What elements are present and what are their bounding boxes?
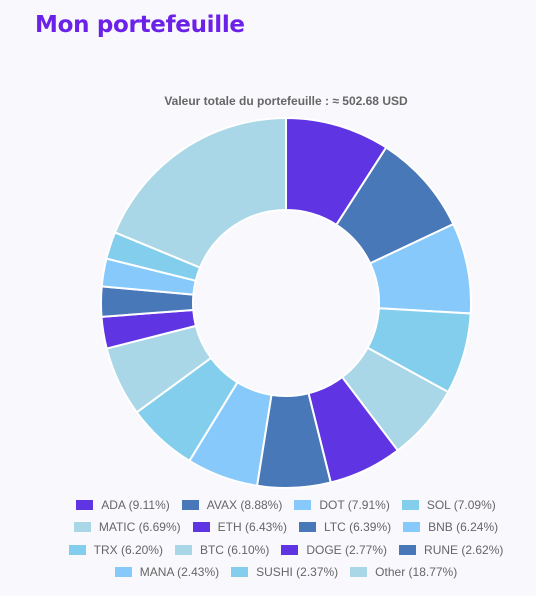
legend-label: AVAX (8.88%)	[206, 498, 283, 513]
legend-label: SOL (7.09%)	[426, 498, 496, 513]
legend-item-matic[interactable]: MATIC (6.69%)	[73, 520, 181, 535]
legend-swatch	[192, 522, 210, 533]
legend-item-dot[interactable]: DOT (7.91%)	[294, 498, 390, 513]
legend-item-sushi[interactable]: SUSHI (2.37%)	[231, 565, 338, 579]
page-title: Mon portefeuille	[35, 12, 245, 38]
legend-swatch	[403, 522, 421, 533]
legend-label: RUNE (2.62%)	[424, 542, 504, 557]
legend-swatch	[68, 544, 86, 555]
legend-item-other[interactable]: Other (18.77%)	[350, 565, 457, 579]
legend-label: BNB (6.24%)	[428, 520, 499, 535]
chart-legend: ADA (9.11%) AVAX (8.88%) DOT (7.91%) SOL (7…	[0, 494, 536, 583]
legend-label: TRX (6.20%)	[93, 542, 163, 557]
legend-item-btc[interactable]: BTC (6.10%)	[174, 542, 270, 557]
legend-swatch	[281, 544, 299, 555]
legend-item-avax[interactable]: AVAX (8.88%)	[181, 498, 283, 513]
legend-swatch	[174, 544, 192, 555]
legend-label: ETH (6.43%)	[217, 520, 287, 535]
legend-item-mana[interactable]: MANA (2.43%)	[114, 565, 220, 580]
legend-label: MANA (2.43%)	[139, 565, 220, 580]
legend-label: LTC (6.39%)	[323, 520, 392, 535]
legend-label: DOGE (2.77%)	[306, 542, 388, 557]
legend-item-rune[interactable]: RUNE (2.62%)	[399, 543, 503, 557]
legend-swatch	[114, 567, 132, 578]
legend-swatch	[294, 500, 312, 511]
legend-swatch	[76, 500, 94, 511]
legend-item-trx[interactable]: TRX (6.20%)	[68, 542, 163, 557]
legend-item-eth[interactable]: ETH (6.43%)	[192, 520, 287, 535]
legend-item-ada[interactable]: ADA (9.11%)	[76, 498, 170, 513]
legend-label: SUSHI (2.37%)	[256, 565, 339, 580]
legend-item-doge[interactable]: DOGE (2.77%)	[281, 543, 387, 557]
donut-slice-other[interactable]	[113, 116, 287, 269]
legend-row: MANA (2.43%) SUSHI (2.37%) Other (18.77%)	[0, 561, 536, 583]
legend-swatch	[399, 544, 417, 555]
legend-swatch	[298, 522, 316, 533]
legend-item-ltc[interactable]: LTC (6.39%)	[298, 520, 392, 535]
legend-label: ADA (9.11%)	[101, 498, 170, 513]
legend-swatch	[181, 500, 199, 511]
legend-row: MATIC (6.69%) ETH (6.43%) LTC (6.39%) BNB (…	[0, 516, 536, 538]
legend-label: MATIC (6.69%)	[98, 520, 181, 535]
legend-item-sol[interactable]: SOL (7.09%)	[401, 498, 496, 513]
legend-swatch	[350, 567, 368, 578]
chart-title: Valeur totale du portefeuille : ≈ 502.68…	[164, 94, 408, 108]
legend-label: DOT (7.91%)	[319, 498, 390, 513]
legend-row: ADA (9.11%) AVAX (8.88%) DOT (7.91%) SOL (7…	[0, 494, 536, 516]
legend-label: Other (18.77%)	[375, 565, 458, 580]
legend-swatch	[73, 522, 91, 533]
legend-row: TRX (6.20%) BTC (6.10%) DOGE (2.77%) RUNE (…	[0, 539, 536, 561]
legend-label: BTC (6.10%)	[199, 542, 270, 557]
legend-item-bnb[interactable]: BNB (6.24%)	[403, 520, 498, 534]
legend-swatch	[231, 567, 249, 578]
legend-swatch	[401, 500, 419, 511]
